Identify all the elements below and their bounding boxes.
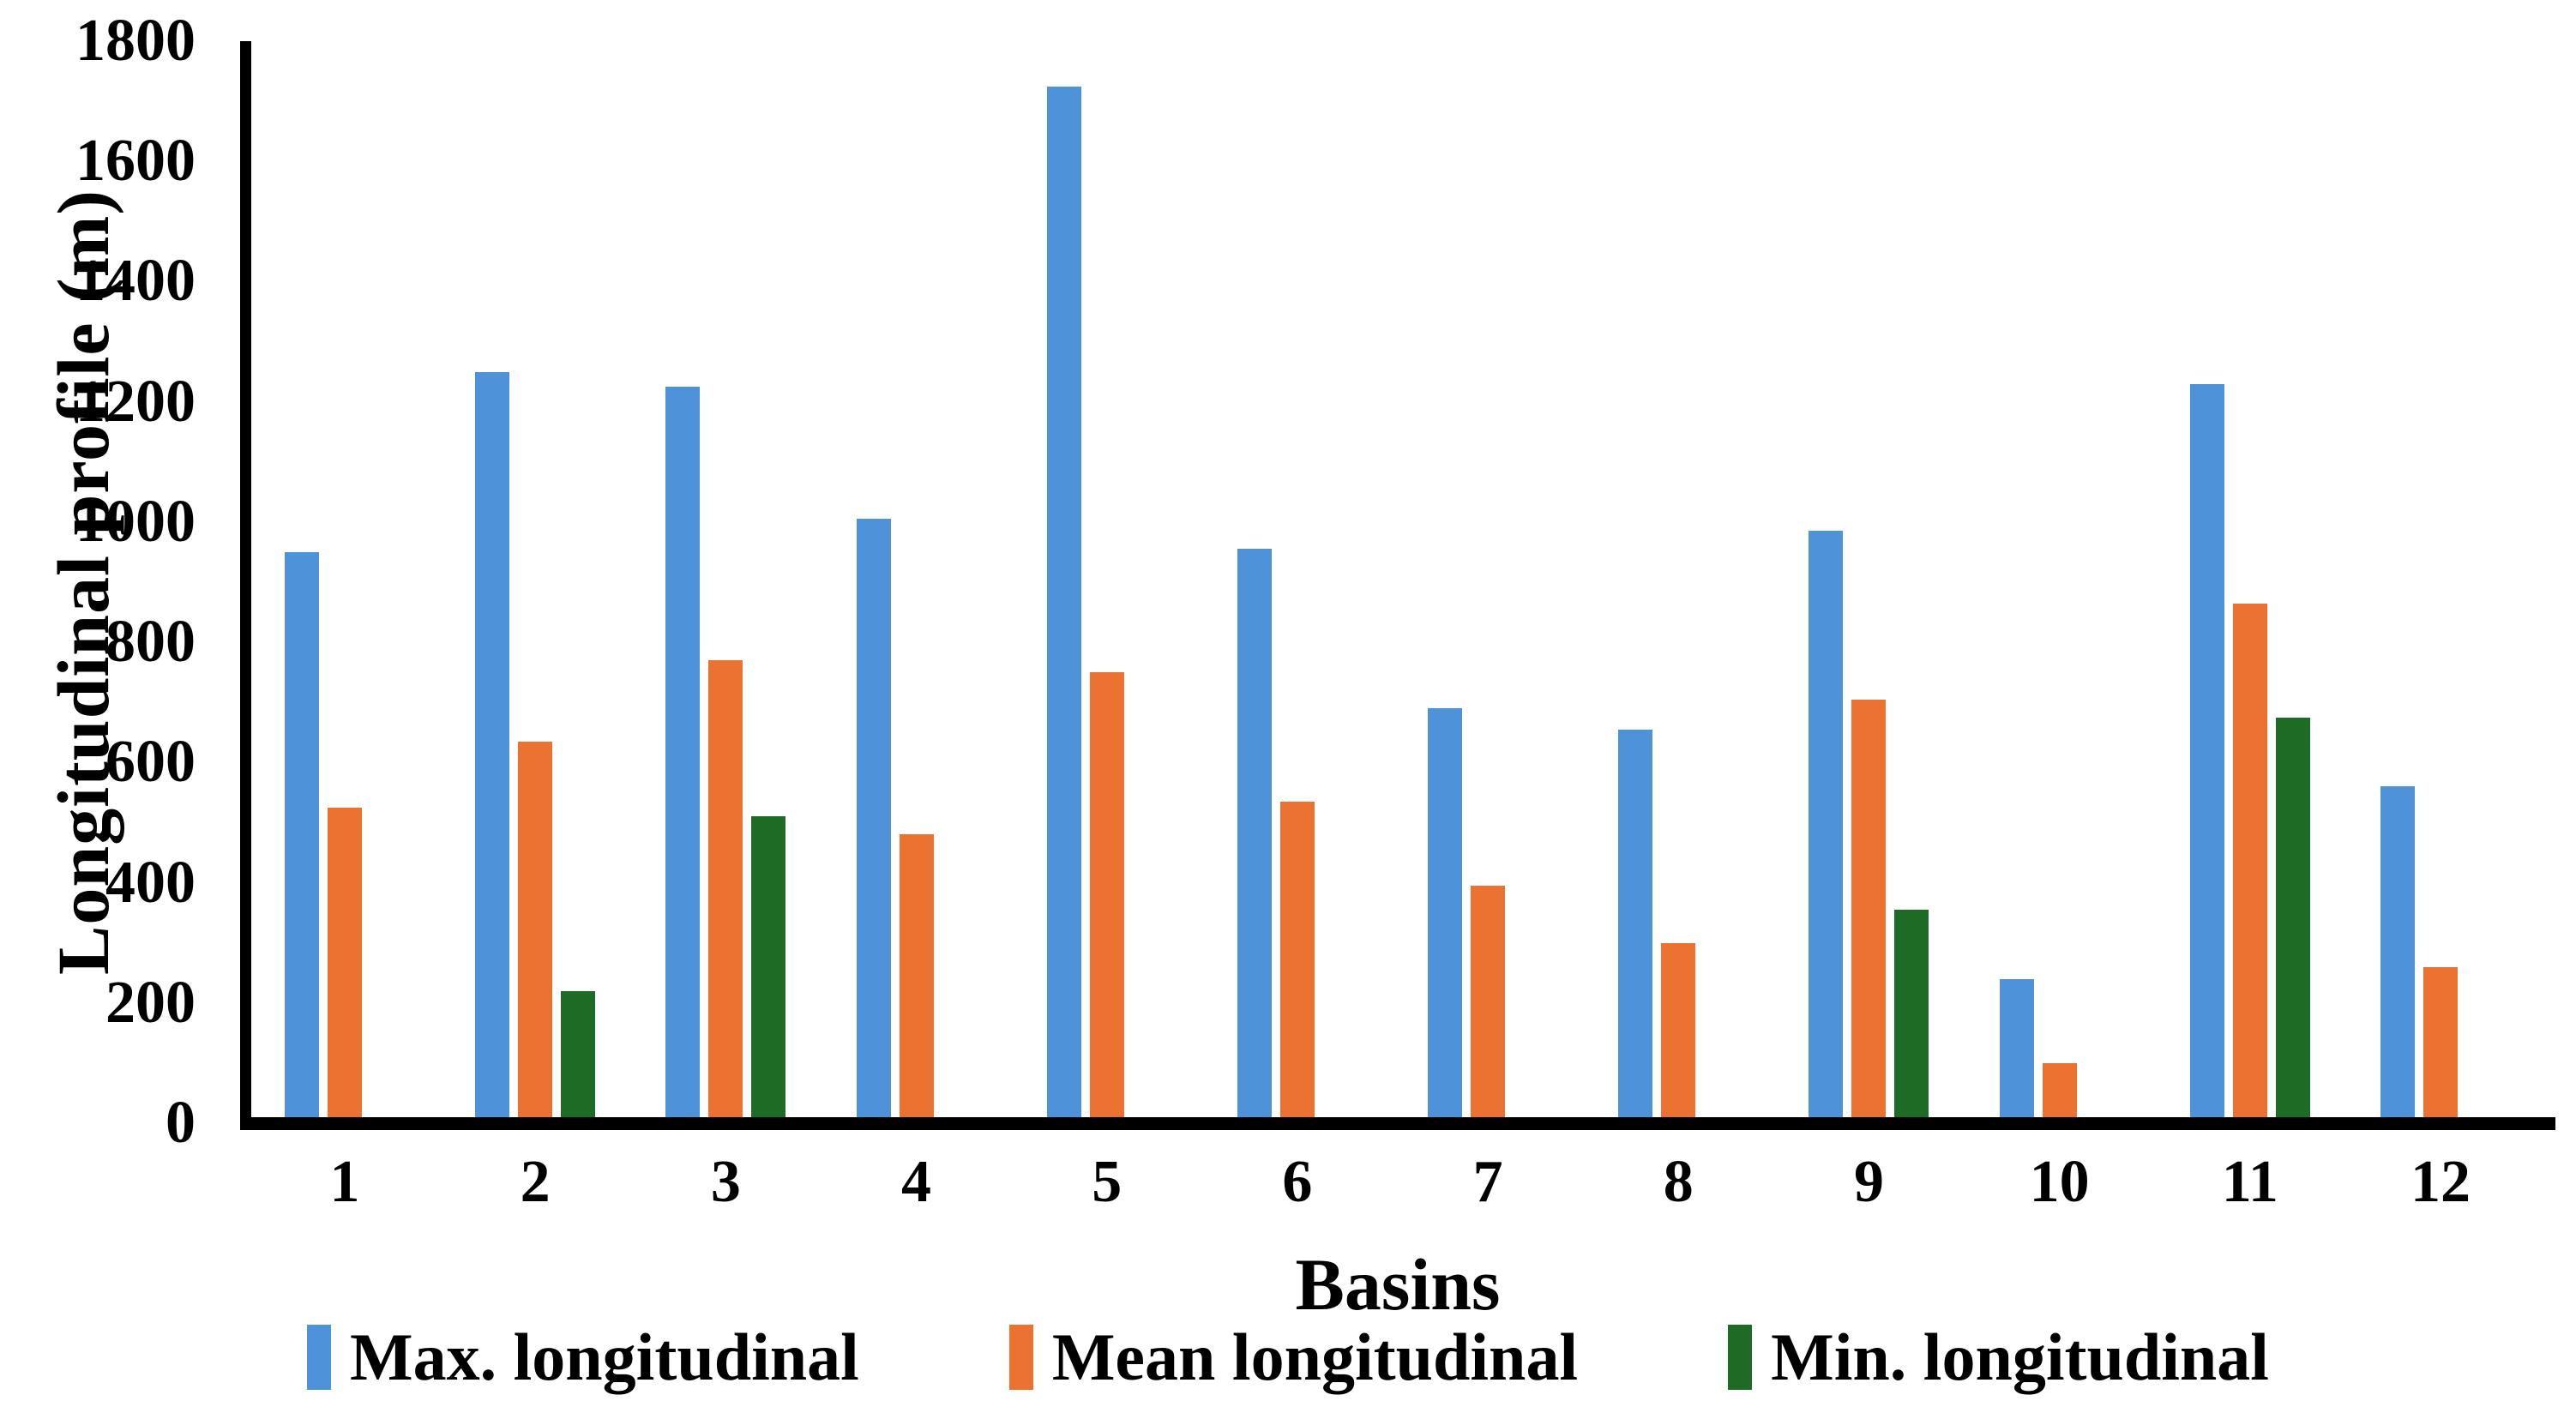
- y-tick-label: 1000: [75, 488, 196, 555]
- legend-color-swatch: [1728, 1325, 1753, 1390]
- bar-mean-basin-11: [2232, 603, 2267, 1123]
- bar-mean-basin-4: [899, 834, 934, 1123]
- legend-item: Mean longitudinal: [1008, 1320, 1579, 1394]
- bar-max-basin-10: [1999, 978, 2034, 1123]
- bar-max-basin-1: [285, 551, 319, 1123]
- bar-max-basin-9: [1809, 531, 1844, 1123]
- x-tick-label: 6: [1282, 1149, 1313, 1215]
- x-axis-title: Basins: [1295, 1243, 1501, 1326]
- bar-mean-basin-6: [1279, 801, 1315, 1123]
- x-tick-label: 9: [1853, 1149, 1884, 1215]
- x-tick-label: 2: [520, 1149, 551, 1215]
- bar-min-basin-9: [1894, 910, 1929, 1123]
- bar-mean-basin-2: [518, 741, 553, 1123]
- bar-max-basin-4: [856, 519, 891, 1123]
- bar-max-basin-6: [1237, 549, 1272, 1123]
- y-tick-label: 1800: [75, 8, 196, 74]
- y-tick-label: 600: [105, 729, 196, 796]
- y-axis-line: [240, 41, 251, 1130]
- legend-color-swatch: [307, 1325, 331, 1390]
- x-tick-label: 4: [901, 1149, 932, 1215]
- legend-label: Min. longitudinal: [1771, 1320, 2269, 1394]
- y-tick-label: 1200: [75, 368, 196, 435]
- x-tick-label: 12: [2410, 1149, 2471, 1215]
- legend-item: Max. longitudinal: [307, 1324, 859, 1391]
- bar-min-basin-11: [2275, 717, 2310, 1123]
- bar-mean-basin-9: [1851, 699, 1887, 1123]
- x-axis-line: [240, 1117, 2555, 1130]
- bar-max-basin-5: [1046, 86, 1081, 1123]
- x-tick-label: 7: [1472, 1149, 1503, 1215]
- bar-max-basin-12: [2380, 786, 2415, 1123]
- bar-mean-basin-12: [2423, 966, 2458, 1123]
- x-tick-label: 8: [1663, 1149, 1694, 1215]
- y-tick-label: 1600: [75, 128, 196, 195]
- bar-mean-basin-10: [2042, 1062, 2077, 1123]
- legend-label: Max. longitudinal: [350, 1320, 859, 1394]
- y-tick-label: 800: [105, 609, 196, 676]
- bar-min-basin-2: [561, 990, 596, 1123]
- bar-mean-basin-8: [1661, 942, 1696, 1123]
- y-tick-label: 0: [166, 1090, 196, 1156]
- x-tick-label: 1: [329, 1149, 360, 1215]
- bar-max-basin-11: [2189, 383, 2224, 1123]
- legend-color-swatch: [1008, 1325, 1033, 1390]
- bar-max-basin-8: [1618, 729, 1653, 1123]
- legend-item: Min. longitudinal: [1728, 1324, 2269, 1391]
- bar-mean-basin-5: [1089, 672, 1124, 1123]
- x-tick-label: 10: [2029, 1149, 2090, 1215]
- bar-max-basin-7: [1428, 708, 1463, 1123]
- legend: Max. longitudinal Mean longitudinal Min. l…: [0, 1319, 2576, 1396]
- y-tick-label: 200: [105, 969, 196, 1036]
- y-tick-label: 400: [105, 849, 196, 916]
- x-tick-label: 11: [2221, 1149, 2278, 1215]
- x-tick-label: 5: [1092, 1149, 1122, 1215]
- bar-mean-basin-7: [1471, 886, 1506, 1123]
- bar-min-basin-3: [751, 816, 786, 1123]
- bar-max-basin-3: [665, 387, 701, 1123]
- bar-mean-basin-1: [328, 807, 362, 1123]
- legend-label: Mean longitudinal: [1051, 1320, 1579, 1394]
- bar-max-basin-2: [475, 371, 510, 1123]
- x-tick-label: 3: [710, 1149, 741, 1215]
- bar-mean-basin-3: [708, 660, 743, 1123]
- y-tick-label: 1400: [75, 248, 196, 315]
